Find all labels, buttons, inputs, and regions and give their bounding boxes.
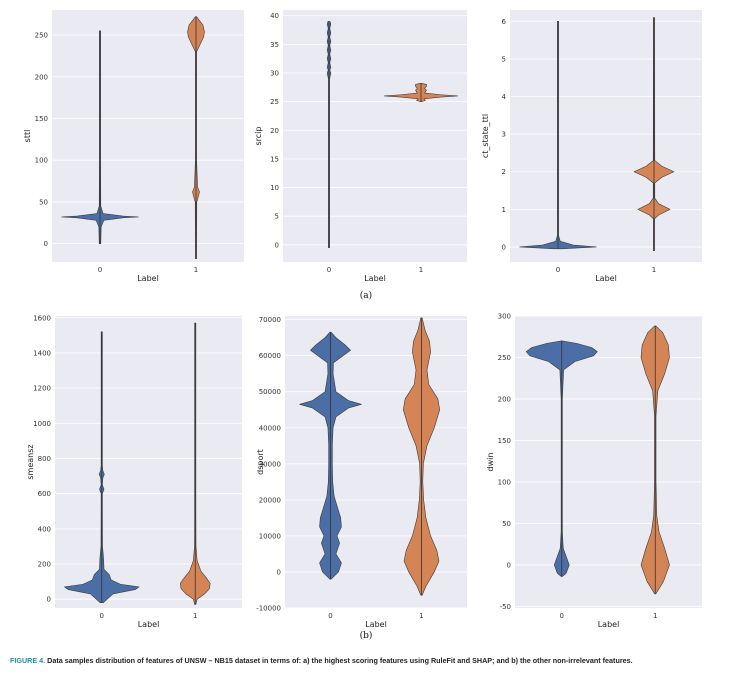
plot-area bbox=[283, 10, 467, 262]
y-tick-label: 10 bbox=[270, 184, 279, 192]
y-tick-label: 6 bbox=[502, 18, 507, 26]
y-tick-label: 40000 bbox=[259, 424, 281, 432]
y-tick-label: 0 bbox=[277, 568, 281, 576]
y-tick-label: 1200 bbox=[33, 385, 51, 393]
y-tick-label: 70000 bbox=[259, 316, 281, 324]
plot-area bbox=[510, 10, 702, 262]
y-tick-label: 3 bbox=[502, 131, 506, 139]
violin-panel-srcip: 0 5 10 15 20 25 30 35 40 0 1 Label srcip bbox=[254, 10, 467, 283]
x-tick-label: 0 bbox=[328, 612, 332, 620]
y-tick-label: 60000 bbox=[259, 352, 281, 360]
x-tick-label: 1 bbox=[419, 612, 423, 620]
y-tick-label: 1000 bbox=[33, 420, 51, 428]
violin-panel-sttl: 0 50 100 150 200 250 0 1 Label sttl bbox=[23, 10, 244, 283]
x-axis-label: Label bbox=[137, 274, 159, 283]
y-tick-label: 5 bbox=[275, 213, 279, 221]
x-axis-label: Label bbox=[598, 620, 620, 629]
violin-panel-smeansz: 0 200 400 600 800 1000 1200 1400 1600 0 1 Label smea… bbox=[26, 314, 242, 629]
x-tick-label: 1 bbox=[653, 612, 657, 620]
plot-area bbox=[55, 316, 242, 608]
y-tick-label: 1 bbox=[502, 206, 506, 214]
subfigure-label-b: (b) bbox=[360, 630, 373, 641]
caption-label: FIGURE 4. bbox=[10, 656, 46, 665]
y-tick-label: 800 bbox=[38, 455, 51, 463]
y-tick-label: 0 bbox=[47, 596, 51, 604]
y-tick-label: 600 bbox=[38, 490, 51, 498]
y-tick-label: 30000 bbox=[259, 460, 281, 468]
x-axis-label: Label bbox=[364, 274, 386, 283]
x-axis-label: Label bbox=[595, 274, 617, 283]
y-tick-label: 20 bbox=[270, 127, 279, 135]
x-tick-label: 0 bbox=[560, 612, 564, 620]
y-tick-label: 0 bbox=[275, 241, 279, 249]
y-tick-label: 30 bbox=[270, 70, 279, 78]
y-axis-label: dsport bbox=[256, 449, 265, 475]
y-axis-label: srcip bbox=[254, 127, 263, 146]
violin-panel-dsport: -10000 0 10000 20000 30000 40000 50000 60000 700… bbox=[256, 316, 467, 629]
y-axis-label: ct_state_ttl bbox=[481, 114, 490, 158]
x-tick-label: 1 bbox=[419, 266, 423, 274]
y-tick-label: 1600 bbox=[33, 314, 51, 322]
y-axis-label: smeansz bbox=[26, 444, 35, 479]
y-tick-label: 400 bbox=[38, 525, 51, 533]
y-tick-label: 250 bbox=[35, 32, 48, 40]
y-tick-label: 20000 bbox=[259, 496, 281, 504]
y-tick-label: 250 bbox=[498, 354, 511, 362]
y-tick-label: 0 bbox=[502, 243, 506, 251]
y-tick-label: -50 bbox=[500, 603, 511, 611]
x-tick-label: 0 bbox=[327, 266, 331, 274]
y-tick-label: 150 bbox=[35, 115, 48, 123]
x-axis-label: Label bbox=[365, 620, 387, 629]
y-tick-label: 5 bbox=[502, 55, 506, 63]
plot-area bbox=[515, 316, 702, 608]
y-tick-label: 15 bbox=[270, 155, 279, 163]
x-tick-label: 0 bbox=[556, 266, 560, 274]
plot-area bbox=[52, 10, 244, 262]
y-tick-label: 40 bbox=[270, 12, 279, 20]
x-axis-label: Label bbox=[138, 620, 160, 629]
x-tick-label: 1 bbox=[193, 612, 197, 620]
x-tick-label: 1 bbox=[652, 266, 656, 274]
y-tick-label: 25 bbox=[270, 98, 279, 106]
y-tick-label: 50 bbox=[39, 198, 48, 206]
y-tick-label: 100 bbox=[498, 478, 511, 486]
y-tick-label: -10000 bbox=[256, 605, 281, 613]
y-tick-label: 0 bbox=[44, 240, 48, 248]
x-tick-label: 0 bbox=[98, 266, 102, 274]
y-tick-label: 0 bbox=[507, 561, 511, 569]
y-tick-label: 50000 bbox=[259, 388, 281, 396]
y-tick-label: 35 bbox=[270, 41, 279, 49]
y-tick-label: 1400 bbox=[33, 349, 51, 357]
y-tick-label: 150 bbox=[498, 437, 511, 445]
caption-text: Data samples distribution of features of… bbox=[47, 656, 633, 665]
y-tick-label: 100 bbox=[35, 157, 48, 165]
figure-caption: FIGURE 4. Data samples distribution of f… bbox=[10, 656, 722, 666]
y-tick-label: 200 bbox=[498, 395, 511, 403]
x-tick-label: 0 bbox=[100, 612, 104, 620]
y-axis-label: dwin bbox=[486, 453, 495, 472]
y-tick-label: 300 bbox=[498, 313, 511, 321]
subfigure-label-a: (a) bbox=[360, 290, 372, 301]
violin-panel-ct_state_ttl: 0 1 2 3 4 5 6 0 1 Label ct_state_ttl bbox=[481, 10, 702, 283]
violin-panel-dwin: -50 0 50 100 150 200 250 300 0 1 Label dwin bbox=[486, 313, 702, 629]
y-axis-label: sttl bbox=[23, 130, 32, 143]
y-tick-label: 200 bbox=[38, 561, 51, 569]
y-tick-label: 50 bbox=[502, 520, 511, 528]
y-tick-label: 2 bbox=[502, 168, 506, 176]
x-tick-label: 1 bbox=[194, 266, 198, 274]
y-tick-label: 4 bbox=[502, 93, 507, 101]
y-tick-label: 10000 bbox=[259, 532, 281, 540]
y-tick-label: 200 bbox=[35, 73, 48, 81]
plot-area bbox=[285, 316, 467, 608]
